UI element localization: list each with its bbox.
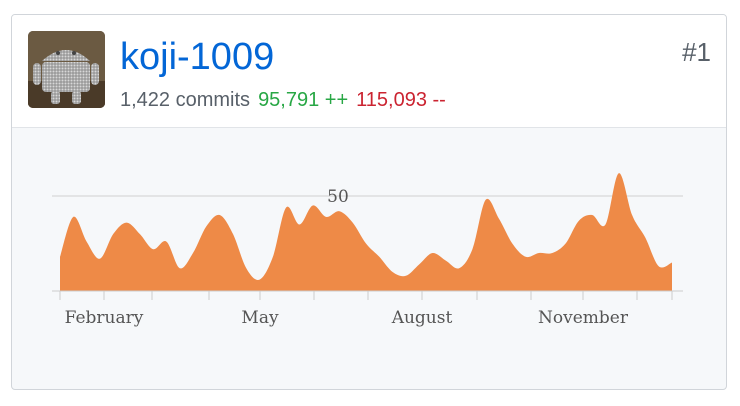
- contributor-username-link[interactable]: koji-1009: [120, 36, 275, 78]
- contributor-header: koji-1009 #1 1,422 commits 95,791 ++ 115,0…: [12, 15, 726, 128]
- x-tick-label-february: February: [65, 308, 144, 328]
- commit-activity-area: [60, 173, 672, 291]
- deletions-count: 115,093 --: [356, 89, 446, 111]
- x-axis-labels: February May August November: [65, 308, 629, 328]
- x-tick-label-may: May: [241, 308, 279, 328]
- contributor-rank: #1: [682, 37, 711, 67]
- avatar[interactable]: [28, 31, 105, 108]
- x-tick-label-august: August: [391, 308, 453, 328]
- commit-activity-chart: 50 February May August November: [52, 173, 683, 328]
- commits-count-link[interactable]: 1,422 commits: [120, 89, 251, 111]
- contributor-card: koji-1009 #1 1,422 commits 95,791 ++ 115,0…: [11, 14, 727, 390]
- x-tick-label-november: November: [538, 308, 629, 328]
- y-gridline-label: 50: [327, 187, 349, 207]
- contributor-stats: 1,422 commits 95,791 ++ 115,093 --: [120, 87, 446, 113]
- x-axis-ticks: [59, 291, 673, 300]
- android-robot-avatar-icon: [28, 31, 105, 108]
- additions-count: 95,791 ++: [258, 89, 349, 111]
